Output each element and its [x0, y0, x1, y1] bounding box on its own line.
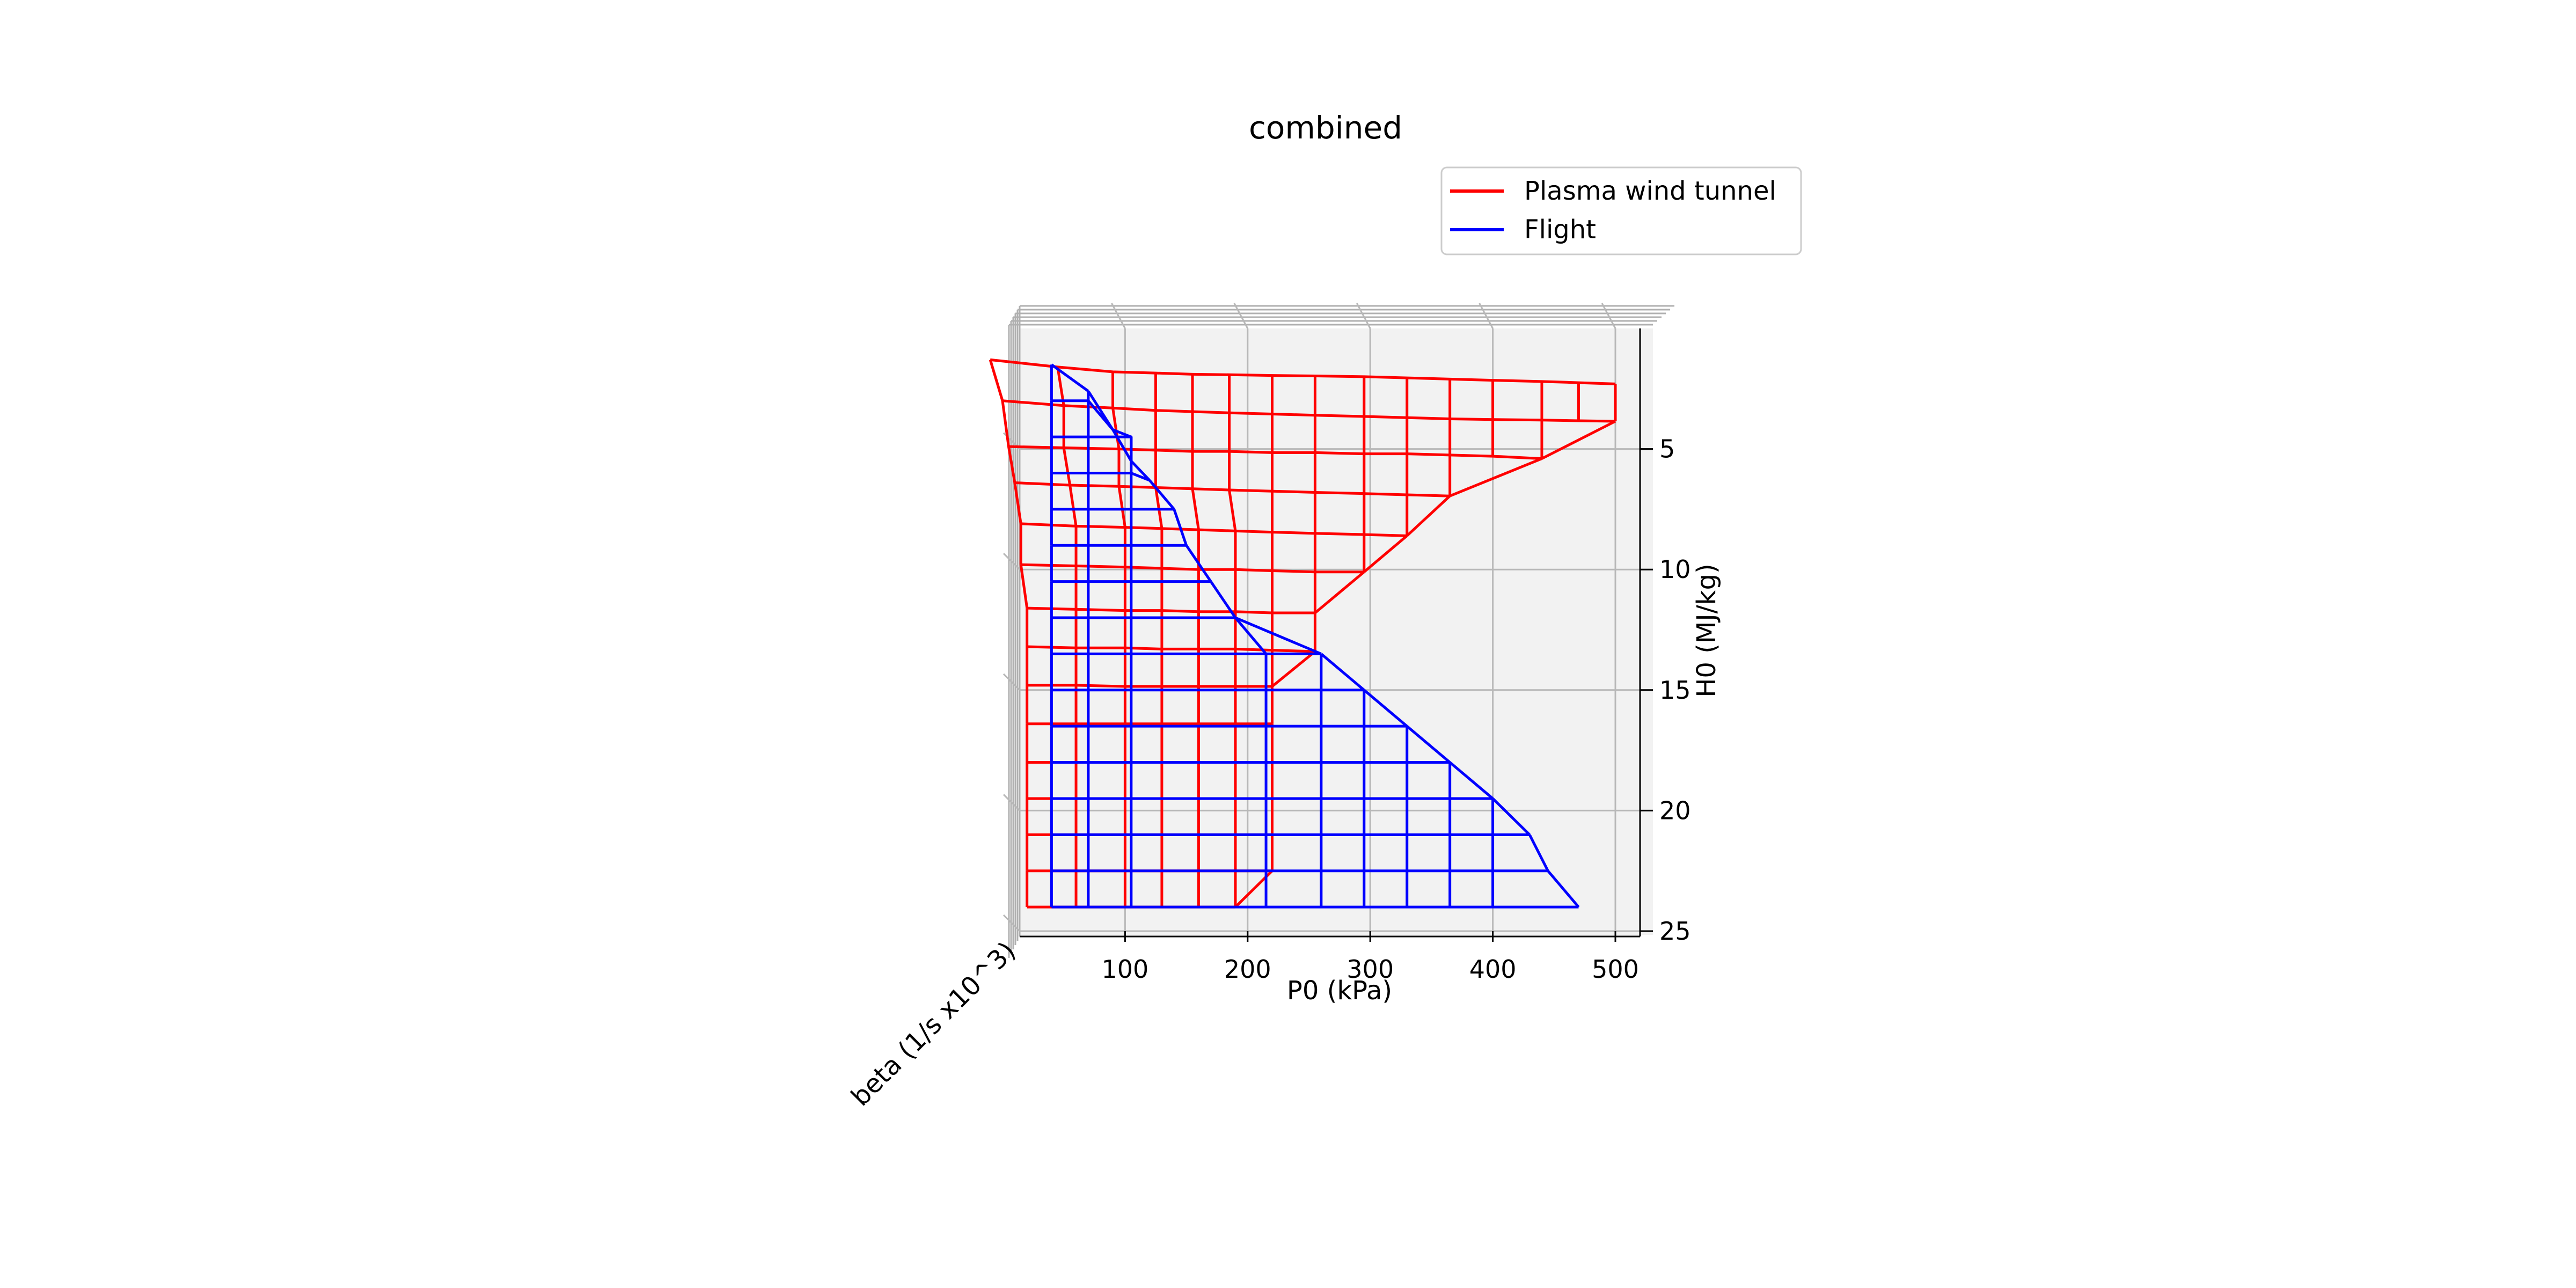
gridline-z-side: [1002, 553, 1021, 570]
wire-column: [1019, 564, 1029, 609]
wire-column: [1111, 407, 1121, 449]
gridline-x-top: [1479, 303, 1494, 329]
wire-column: [1191, 488, 1200, 530]
wire-edge: [1491, 797, 1531, 836]
legend-box: [1440, 166, 1802, 255]
gridline-x-top: [1356, 303, 1371, 329]
wireframe-flight: [1050, 363, 1580, 909]
wire-edge: [1541, 420, 1616, 460]
axes: 100 200 300 400 500 5 10 15 20 25: [1020, 328, 1691, 984]
wire-edge: [1320, 653, 1365, 691]
wire-column: [1056, 367, 1065, 406]
wire-row: [1051, 472, 1150, 482]
wire-column: [1069, 485, 1078, 526]
wire-edge: [1363, 689, 1408, 728]
chart-title: combined: [1249, 109, 1402, 146]
legend-label-flight: Flight: [1524, 215, 1596, 245]
gridline-x-top: [1111, 303, 1126, 329]
legend: Plasma wind tunnel Flight: [1440, 166, 1802, 255]
wire-edge: [1111, 429, 1132, 462]
wire-edge: [1406, 495, 1451, 537]
gridline-z-side: [1002, 794, 1021, 811]
z-tick-label: 10: [1659, 555, 1691, 584]
wire-edge: [1406, 725, 1451, 764]
wire-column: [1001, 400, 1010, 447]
wire-column: [1013, 482, 1022, 524]
gridline-x-top: [1233, 303, 1249, 329]
wire-edge: [1087, 390, 1114, 431]
wire-edge: [1314, 570, 1365, 614]
wireframe-plasma-wind-tunnel: [989, 358, 1617, 909]
wireframe-series: [989, 358, 1617, 909]
z-tick-label: 25: [1659, 917, 1691, 946]
x-tick-label: 100: [1101, 955, 1148, 984]
wire-column: [1130, 460, 1151, 481]
y-axis-label: beta (1/s x10^3): [845, 936, 1021, 1112]
x-tick-label: 300: [1346, 955, 1394, 984]
x-tick-label: 500: [1592, 955, 1639, 984]
wire-edge: [1449, 457, 1542, 497]
x-tick-label: 400: [1469, 955, 1517, 984]
legend-label-plasma: Plasma wind tunnel: [1524, 176, 1776, 206]
wire-column: [1007, 446, 1016, 483]
gridline-z-side: [1002, 914, 1021, 932]
z-tick-label: 20: [1659, 796, 1691, 825]
wire-column: [1528, 834, 1549, 872]
wire-column: [1210, 581, 1237, 619]
wire-column: [1112, 428, 1132, 438]
wire-edge: [1234, 616, 1322, 655]
wire-row: [1050, 363, 1089, 392]
wire-edge: [1449, 761, 1494, 800]
wire-row: [1021, 522, 1407, 537]
wire-edge: [1363, 535, 1408, 573]
wire-row: [1027, 645, 1315, 653]
wire-column: [1173, 509, 1188, 546]
z-tick-label: 15: [1659, 676, 1691, 705]
wire-edge: [1271, 650, 1316, 688]
x-tick-label: 200: [1224, 955, 1271, 984]
x-axis-label: P0 (kPa): [1287, 976, 1392, 1006]
wire-column: [1547, 870, 1580, 908]
wire-column: [1185, 544, 1212, 583]
z-tick-label: 5: [1659, 435, 1675, 464]
gridline-z-side: [1002, 673, 1021, 691]
wire-column: [1148, 479, 1175, 510]
wire-column: [1117, 486, 1126, 528]
wire-column: [989, 359, 1004, 401]
wire-column: [1228, 489, 1237, 531]
gridline-x-top: [1601, 303, 1616, 329]
wire-row: [1027, 606, 1315, 614]
z-axis-label: H0 (MJ/kg): [1692, 564, 1722, 697]
wire-column: [1062, 447, 1072, 486]
plot-pane: [1008, 305, 1674, 958]
wire-column: [1234, 617, 1267, 655]
